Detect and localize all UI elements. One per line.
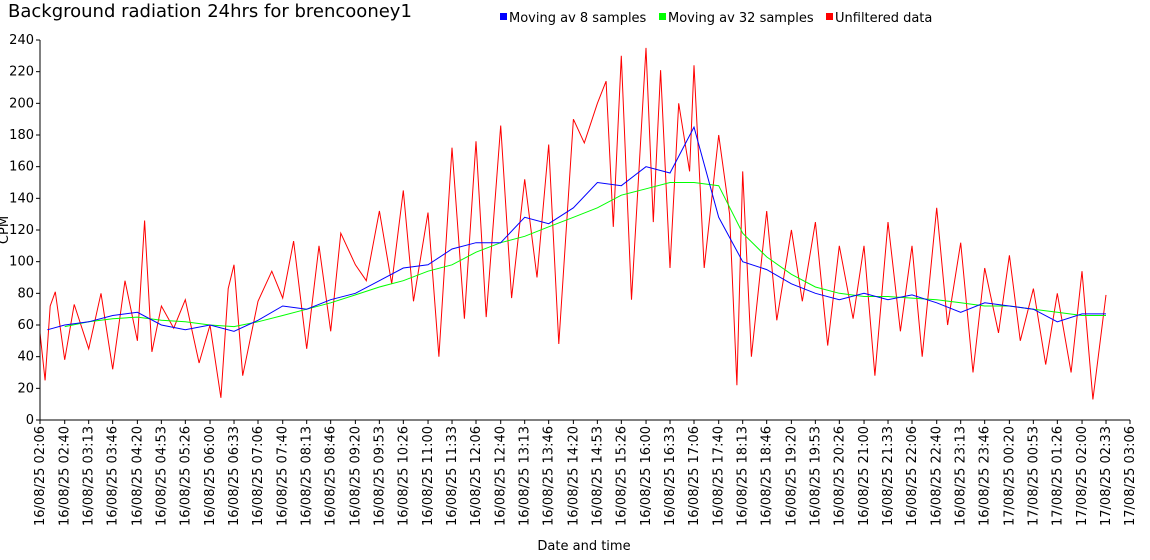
legend-swatch-moving-av-32	[659, 13, 666, 20]
x-tick-label: 16/08/25 18:46	[760, 426, 775, 526]
plot-series	[39, 47, 1107, 400]
x-tick-label: 16/08/25 13:13	[518, 426, 533, 526]
x-tick-label: 16/08/25 19:53	[808, 426, 823, 526]
x-tick-label: 16/08/25 08:13	[300, 426, 315, 526]
x-tick-label: 17/08/25 02:00	[1075, 426, 1090, 526]
y-tick-label: 60	[17, 318, 34, 333]
x-tick-label: 16/08/25 22:06	[905, 426, 920, 526]
x-tick-label: 16/08/25 19:20	[784, 426, 799, 526]
x-tick-label: 16/08/25 13:46	[542, 426, 557, 526]
x-tick-label: 16/08/25 11:00	[421, 426, 436, 526]
x-tick-label: 16/08/25 03:46	[106, 426, 121, 526]
legend: Moving av 8 samples Moving av 32 samples…	[500, 11, 932, 26]
legend-label-moving-av-32: Moving av 32 samples	[668, 11, 814, 26]
x-tick-label: 16/08/25 12:40	[494, 426, 509, 526]
y-tick-label: 20	[17, 381, 34, 396]
x-tick-label: 16/08/25 17:06	[687, 426, 702, 526]
y-tick-label: 200	[9, 96, 34, 111]
y-tick-label: 160	[9, 160, 34, 175]
x-tick-label: 16/08/25 23:13	[954, 426, 969, 526]
y-tick-label: 240	[9, 33, 34, 48]
chart-title: Background radiation 24hrs for brencoone…	[8, 1, 412, 22]
y-axis-label: CPM	[0, 216, 12, 244]
y-tick-label: 100	[9, 255, 34, 270]
x-tick-label: 16/08/25 08:46	[324, 426, 339, 526]
y-tick-label: 220	[9, 65, 34, 80]
x-tick-label: 16/08/25 16:33	[663, 426, 678, 526]
series-line-moving-av-32-samples	[64, 182, 1106, 328]
y-tick-label: 180	[9, 128, 34, 143]
x-tick-label: 16/08/25 09:20	[348, 426, 363, 526]
legend-label-moving-av-8: Moving av 8 samples	[509, 11, 647, 26]
x-tick-label: 16/08/25 21:00	[857, 426, 872, 526]
x-tick-label: 16/08/25 16:00	[639, 426, 654, 526]
x-tick-label: 16/08/25 06:33	[227, 426, 242, 526]
x-tick-label: 16/08/25 02:06	[33, 426, 48, 526]
x-tick-label: 17/08/25 00:53	[1026, 426, 1041, 526]
x-tick-label: 16/08/25 21:33	[881, 426, 896, 526]
x-tick-label: 16/08/25 20:26	[832, 426, 847, 526]
y-ticks: 0 20 40 60 80 100 120 140 160 180 200 220 240	[9, 33, 40, 428]
x-tick-label: 16/08/25 10:26	[396, 426, 411, 526]
x-tick-label: 17/08/25 03:06	[1123, 426, 1138, 526]
x-tick-label: 17/08/25 00:20	[1002, 426, 1017, 526]
x-tick-label: 16/08/25 18:13	[736, 426, 751, 526]
x-tick-label: 16/08/25 07:40	[276, 426, 291, 526]
x-tick-label: 16/08/25 11:33	[445, 426, 460, 526]
x-tick-label: 16/08/25 03:13	[82, 426, 97, 526]
x-tick-label: 16/08/25 07:06	[251, 426, 266, 526]
y-tick-label: 0	[26, 413, 34, 428]
x-tick-label: 17/08/25 01:26	[1050, 426, 1065, 526]
x-tick-label: 16/08/25 14:20	[566, 426, 581, 526]
y-tick-label: 120	[9, 223, 34, 238]
y-tick-label: 140	[9, 191, 34, 206]
series-line-unfiltered-data	[39, 47, 1107, 400]
x-tick-label: 16/08/25 22:40	[930, 426, 945, 526]
x-tick-label: 16/08/25 23:46	[978, 426, 993, 526]
legend-label-unfiltered: Unfiltered data	[835, 11, 932, 26]
y-tick-label: 40	[17, 350, 34, 365]
x-tick-label: 16/08/25 14:53	[590, 426, 605, 526]
x-tick-label: 16/08/25 15:26	[614, 426, 629, 526]
x-tick-label: 16/08/25 04:20	[130, 426, 145, 526]
legend-swatch-unfiltered	[826, 13, 833, 20]
x-tick-label: 16/08/25 17:40	[712, 426, 727, 526]
x-tick-label: 16/08/25 05:26	[178, 426, 193, 526]
x-tick-label: 17/08/25 02:33	[1099, 426, 1114, 526]
x-tick-label: 16/08/25 09:53	[372, 426, 387, 526]
x-tick-label: 16/08/25 04:53	[154, 426, 169, 526]
series-line-moving-av-8-samples	[47, 125, 1106, 332]
x-ticks: 16/08/25 02:06 16/08/25 02:40 16/08/25 03:…	[33, 420, 1138, 526]
x-tick-label: 16/08/25 02:40	[58, 426, 73, 526]
legend-swatch-moving-av-8	[500, 13, 507, 20]
x-axis-label: Date and time	[537, 539, 630, 554]
y-tick-label: 80	[17, 286, 34, 301]
x-tick-label: 16/08/25 06:00	[203, 426, 218, 526]
x-tick-label: 16/08/25 12:06	[469, 426, 484, 526]
